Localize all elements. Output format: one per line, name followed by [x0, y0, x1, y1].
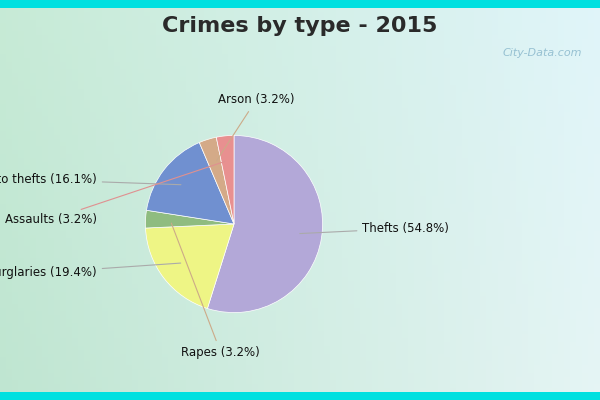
Wedge shape [145, 210, 234, 228]
Text: Thefts (54.8%): Thefts (54.8%) [300, 222, 449, 235]
Text: Rapes (3.2%): Rapes (3.2%) [172, 223, 260, 359]
Wedge shape [216, 136, 234, 224]
Text: Crimes by type - 2015: Crimes by type - 2015 [163, 16, 437, 36]
Text: City-Data.com: City-Data.com [503, 48, 582, 58]
Wedge shape [146, 224, 234, 308]
Wedge shape [146, 142, 234, 224]
Wedge shape [199, 137, 234, 224]
Wedge shape [208, 136, 323, 312]
Text: Auto thefts (16.1%): Auto thefts (16.1%) [0, 173, 181, 186]
Text: Arson (3.2%): Arson (3.2%) [217, 94, 295, 161]
Text: Assaults (3.2%): Assaults (3.2%) [5, 162, 225, 226]
Text: Burglaries (19.4%): Burglaries (19.4%) [0, 263, 181, 279]
